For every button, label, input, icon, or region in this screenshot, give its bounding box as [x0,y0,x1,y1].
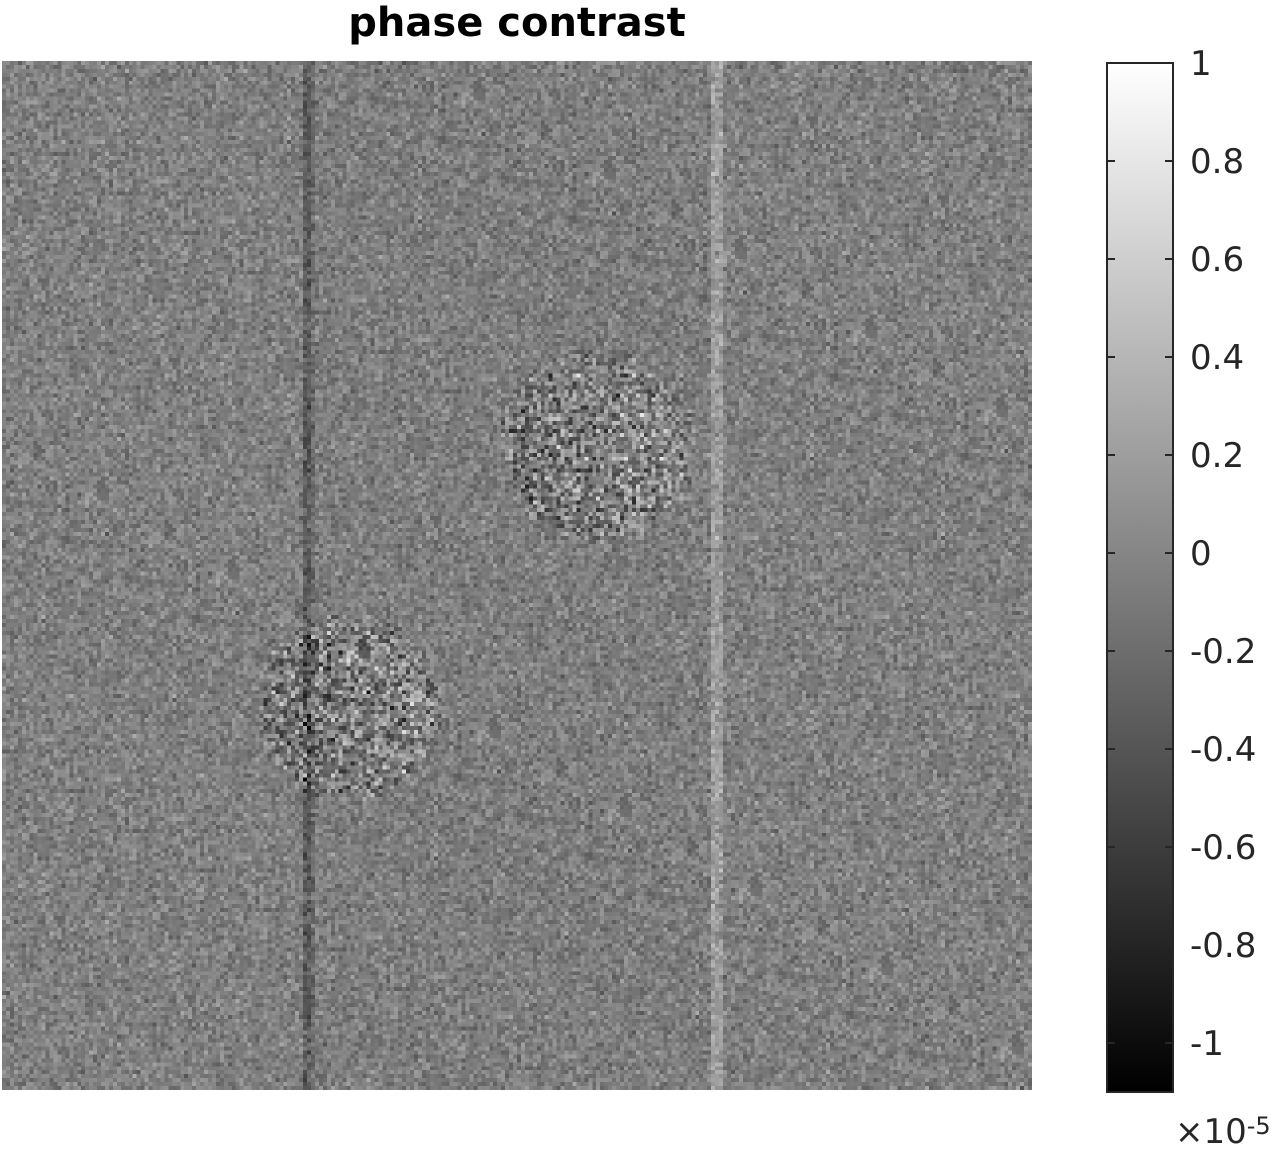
colorbar: 1 0.8 0.6 0.4 0.2 0 -0.2 -0.4 -0.6 -0.8 -1 [1106,44,1256,1093]
colorbar-ticks: 1 0.8 0.6 0.4 0.2 0 -0.2 -0.4 -0.6 -0.8 -1 [1107,44,1256,1064]
colorbar-tick-label: -1 [1190,1024,1224,1064]
colorbar-tick-label: -0.4 [1190,730,1256,770]
colorbar-tick-label: -0.6 [1190,828,1256,868]
exponent-prefix: ×10 [1175,1112,1247,1152]
exponent-value: -5 [1246,1112,1271,1140]
colorbar-tick-label: -0.8 [1190,926,1256,966]
phase-contrast-image [2,61,1032,1090]
colorbar-tick-label: 0.6 [1190,240,1244,280]
colorbar-tick-label: 0.4 [1190,338,1244,378]
colorbar-tick-label: -0.2 [1190,632,1256,672]
colorbar-tick-label: 0.2 [1190,436,1244,476]
colorbar-exponent-label: ×10-5 [1175,1112,1271,1152]
colorbar-tick-label: 0.8 [1190,142,1244,182]
chart-title: phase contrast [348,0,686,46]
colorbar-tick-label: 0 [1190,534,1212,574]
colorbar-tick-label: 1 [1190,44,1212,84]
colorbar-gradient [1106,62,1174,1093]
